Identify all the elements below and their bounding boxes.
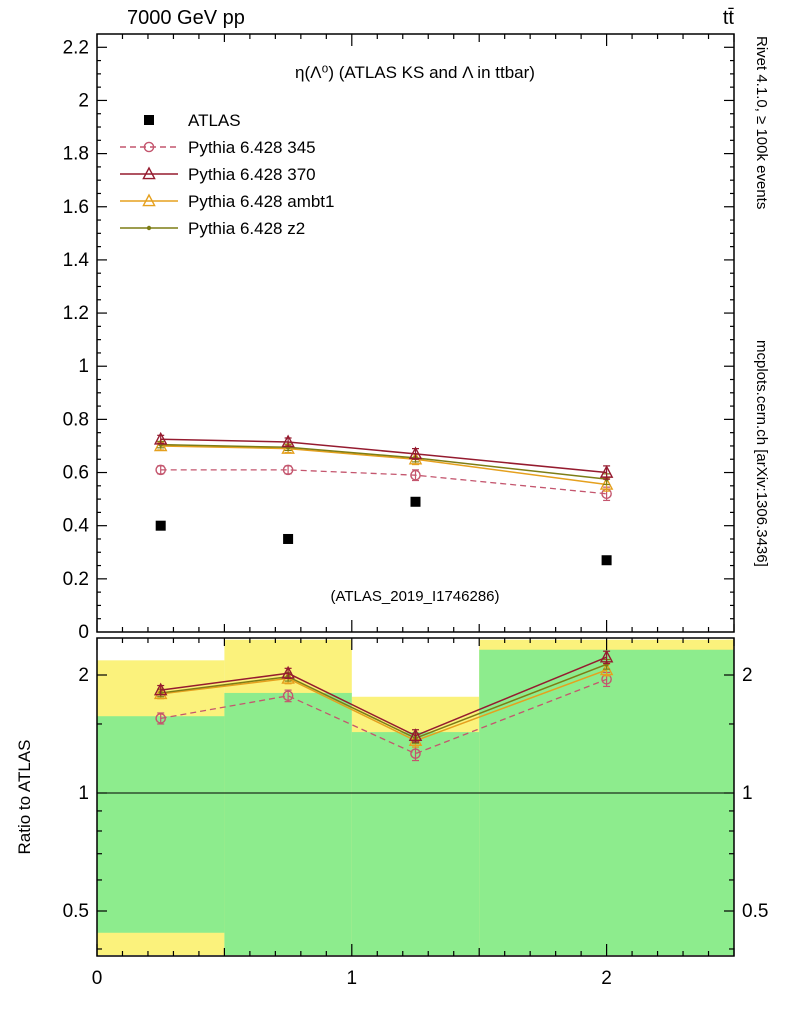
uncertainty-band-green [479, 649, 734, 956]
plot-title: η(Λ⁰) (ATLAS KS and Λ in ttbar) [295, 63, 535, 82]
legend-label: ATLAS [188, 111, 241, 130]
main-y-tick-label: 1.2 [63, 303, 89, 324]
data-marker-triangle [153, 431, 168, 445]
legend-marker-circle [143, 141, 155, 153]
legend-marker-triangle [142, 166, 156, 180]
main-panel-frame [96, 33, 735, 633]
header-process: tt̄ [723, 7, 735, 29]
series-line [160, 469, 607, 495]
legend-label: Pythia 6.428 ambt1 [188, 192, 334, 211]
series-line [160, 663, 607, 739]
data-marker-triangle [408, 728, 423, 742]
data-marker-circle [155, 464, 166, 476]
uncertainty-band-green [224, 692, 352, 956]
data-marker-circle [282, 690, 294, 702]
series-line [160, 445, 607, 486]
main-y-tick-label: 1.4 [63, 250, 90, 271]
main-y-tick-label: 2.2 [63, 37, 89, 58]
ratio-y-tick-label: 1 [742, 783, 753, 804]
data-marker-square [283, 533, 294, 544]
data-marker-triangle [599, 476, 614, 490]
legend-marker [142, 193, 156, 207]
ratio-y-tick-label: 0.5 [742, 901, 768, 922]
legend-marker [143, 141, 155, 153]
ratio-y-tick-label: 1 [78, 783, 89, 804]
data-marker-triangle [281, 434, 295, 448]
uncertainty-band-green [351, 732, 480, 956]
main-y-tick-label: 1.6 [63, 197, 89, 218]
main-y-tick-label: 0.2 [63, 569, 89, 590]
ratio-y-tick-label: 2 [742, 665, 753, 686]
data-marker-circle [282, 464, 294, 476]
rivet-version-label: Rivet 4.1.0, ≥ 100k events [753, 36, 770, 209]
legend-marker [142, 166, 156, 180]
main-y-tick-label: 0.8 [63, 409, 89, 430]
data-marker-circle [410, 469, 421, 481]
uncertainty-band-green [97, 716, 225, 933]
legend-marker-triangle [142, 193, 156, 207]
ratio-panel-frame [96, 637, 735, 957]
data-marker-square [601, 555, 612, 566]
x-axis-tick-label: 2 [601, 968, 612, 989]
legend-item: Pythia 6.428 370 [120, 165, 316, 184]
data-marker-triangle [281, 665, 295, 679]
data-marker-square [155, 520, 166, 531]
header-beam-energy: 7000 GeV pp [127, 7, 245, 29]
legend-marker [146, 225, 152, 231]
data-marker-triangle [153, 682, 168, 696]
data-marker-circle [410, 748, 421, 759]
legend-marker-dot [146, 225, 152, 231]
legend-item: ATLAS [144, 111, 241, 130]
legend-label: Pythia 6.428 345 [188, 138, 316, 157]
main-y-tick-label: 1 [78, 356, 89, 377]
legend-item: Pythia 6.428 z2 [120, 219, 305, 238]
main-y-tick-label: 0.6 [63, 463, 89, 484]
series-line [160, 669, 607, 742]
legend-label: Pythia 6.428 z2 [188, 219, 305, 238]
legend-item: Pythia 6.428 ambt1 [120, 192, 334, 211]
series-line [160, 443, 607, 480]
x-axis-tick-label: 1 [347, 968, 358, 989]
analysis-watermark: (ATLAS_2019_I1746286) [330, 588, 499, 605]
series-line [160, 656, 607, 737]
main-y-tick-label: 1.8 [63, 144, 89, 165]
data-marker-triangle [599, 649, 614, 663]
chart-layer: 0 1 2 0 0.2 0.4 0.6 0.8 1 1.2 1.4 1.6 1.8 2 2.2 0.5 0.5 1… [63, 33, 768, 989]
data-marker-square [410, 496, 421, 507]
x-axis-tick-label: 0 [92, 968, 103, 989]
ratio-y-tick-label: 2 [78, 665, 89, 686]
data-marker-circle [155, 713, 166, 724]
mcplots-arxiv-label: mcplots.cern.ch [arXiv:1306.3436] [753, 340, 770, 567]
ratio-axis-label: Ratio to ATLAS [15, 740, 34, 855]
data-marker-triangle [408, 446, 423, 460]
main-y-tick-label: 0.4 [63, 516, 90, 537]
series-line [160, 678, 607, 755]
main-y-tick-label: 0 [78, 622, 89, 643]
legend-item: Pythia 6.428 345 [120, 138, 316, 157]
legend-marker [144, 115, 154, 125]
data-marker-triangle [599, 465, 614, 478]
legend-label: Pythia 6.428 370 [188, 165, 316, 184]
main-y-tick-label: 2 [78, 90, 89, 111]
series-line [160, 438, 607, 474]
ratio-y-tick-label: 0.5 [63, 901, 89, 922]
legend-marker-square [144, 115, 154, 125]
